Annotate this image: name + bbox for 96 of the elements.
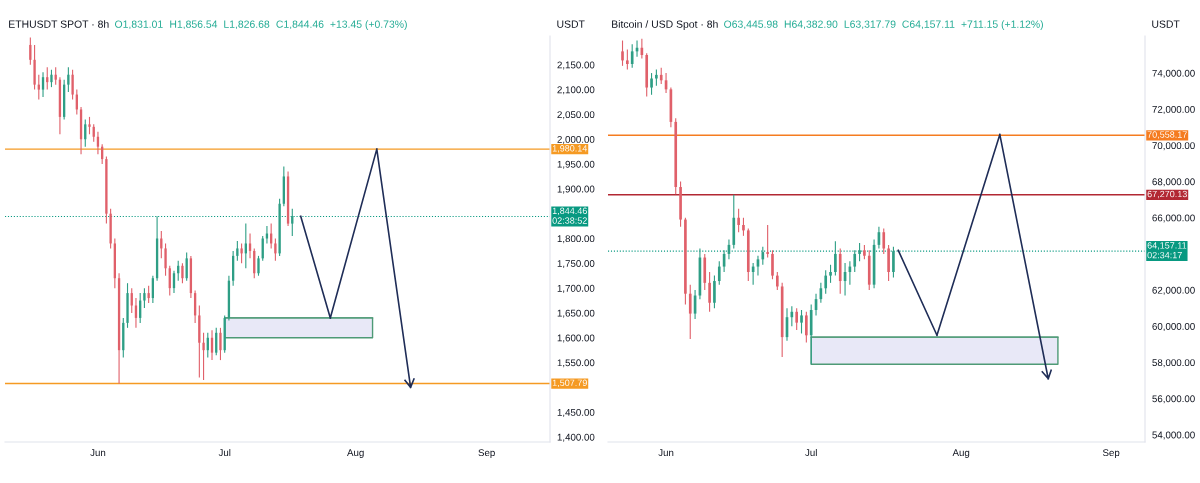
candlestick — [766, 224, 769, 259]
candlestick — [202, 332, 205, 381]
ref-line-label: 64,157.11 02:34:17 — [1147, 242, 1187, 259]
candlestick — [708, 271, 711, 313]
y-tick-label: 1,550.00 — [557, 359, 595, 368]
candlestick — [248, 232, 252, 259]
candlestick — [892, 246, 895, 278]
candlestick — [219, 327, 222, 361]
candlestick — [181, 262, 184, 284]
y-tick-label: 2,150.00 — [557, 61, 595, 70]
y-tick-label: 1,750.00 — [557, 260, 595, 269]
text: L63,317.79 — [844, 20, 896, 30]
text: +13.45 (+0.73%) — [330, 20, 407, 30]
y-tick-label: 1,950.00 — [557, 160, 595, 169]
chart-title: Bitcoin / USD Spot · 8h — [612, 20, 718, 30]
candlestick — [775, 271, 779, 291]
candlestick — [795, 307, 799, 331]
candlestick — [858, 242, 861, 262]
candlestick — [621, 39, 624, 67]
x-tick-label: Aug — [952, 449, 970, 459]
x-tick-label: Jul — [805, 448, 817, 457]
y-tick-label: 2,000.00 — [557, 135, 595, 144]
y-tick-label: 1,900.00 — [557, 185, 595, 194]
candlestick — [630, 43, 634, 69]
y-tick-label: 62,000.00 — [1152, 286, 1195, 295]
candlestick — [291, 208, 294, 237]
candlestick — [143, 287, 146, 309]
x-tick-label: Sep — [1102, 449, 1120, 459]
ref-line-label: 1,507.79 — [552, 379, 587, 388]
ref-line-label: 1,980.14 — [552, 145, 588, 153]
candlestick — [713, 275, 716, 309]
candlestick — [126, 282, 129, 329]
candlestick — [737, 208, 740, 233]
candlestick — [882, 228, 886, 255]
y-tick-label: 1,650.00 — [557, 309, 595, 318]
candlestick — [236, 240, 239, 262]
y-tick-label: 1,600.00 — [557, 334, 595, 343]
y-tick-label: 60,000.00 — [1152, 322, 1195, 332]
y-tick-label: 2,100.00 — [557, 86, 595, 95]
y-tick-label: 54,000.00 — [1152, 431, 1195, 440]
text: H64,382.90 — [784, 20, 838, 30]
candlestick — [257, 255, 260, 277]
x-tick-label: Jun — [658, 449, 674, 457]
ref-line-label: 70,558.17 — [1147, 131, 1187, 139]
candlestick — [71, 69, 74, 101]
candlestick — [41, 71, 45, 98]
y-tick-label: 2,050.00 — [557, 111, 595, 120]
candlestick — [805, 311, 808, 344]
text: O63,445.98 — [724, 20, 778, 30]
candlestick — [650, 72, 653, 96]
candlestick — [742, 217, 745, 237]
ref-line-label: 67,270.13 — [1147, 190, 1187, 199]
chart-title: ETHUSDT SPOT · 8h — [9, 20, 109, 28]
text: H1,856.54 — [170, 20, 218, 30]
x-tick-label: Jun — [90, 449, 106, 457]
candlestick — [67, 66, 70, 93]
candlestick — [688, 284, 692, 340]
candlestick — [834, 240, 837, 277]
candlestick — [88, 116, 91, 135]
candlestick — [626, 49, 629, 71]
y-tick-label: 68,000.00 — [1152, 178, 1195, 187]
y-axis-title: USDT — [1152, 20, 1180, 28]
candlestick — [824, 269, 828, 295]
candlestick — [887, 244, 890, 282]
y-tick-label: 1,700.00 — [557, 284, 595, 293]
text: O1,831.01 — [115, 20, 163, 30]
y-tick-label: 74,000.00 — [1152, 69, 1195, 78]
y-tick-label: 56,000.00 — [1152, 395, 1195, 404]
candlestick — [853, 249, 857, 273]
text: C1,844.46 — [276, 20, 324, 30]
candlestick — [761, 246, 765, 266]
ref-line-label: 1,844.46 02:38:52 — [552, 207, 587, 224]
y-tick-label: 1,800.00 — [557, 235, 595, 244]
y-tick-label: 1,450.00 — [557, 408, 595, 417]
candlestick — [829, 264, 832, 284]
y-tick-label: 1,400.00 — [557, 433, 595, 442]
candlestick — [130, 287, 133, 314]
candlestick — [50, 69, 53, 88]
text: L1,826.68 — [224, 20, 270, 30]
candlestick — [800, 309, 803, 335]
candlestick — [164, 242, 167, 277]
y-axis-title: USDT — [557, 20, 585, 28]
candlestick — [771, 249, 774, 280]
candlestick — [240, 242, 243, 264]
text: +711.15 (+1.12%) — [961, 20, 1043, 30]
y-tick-label: 70,000.00 — [1152, 142, 1195, 151]
x-tick-label: Sep — [478, 449, 495, 459]
y-tick-label: 66,000.00 — [1152, 214, 1195, 223]
x-tick-label: Aug — [347, 449, 364, 459]
candlestick — [717, 260, 721, 286]
candlestick — [274, 237, 277, 262]
y-tick-label: 72,000.00 — [1152, 105, 1195, 115]
x-tick-label: Jul — [218, 448, 231, 457]
y-tick-label: 58,000.00 — [1152, 359, 1195, 368]
text: C64,157.11 — [902, 20, 955, 30]
candlestick — [29, 36, 32, 66]
